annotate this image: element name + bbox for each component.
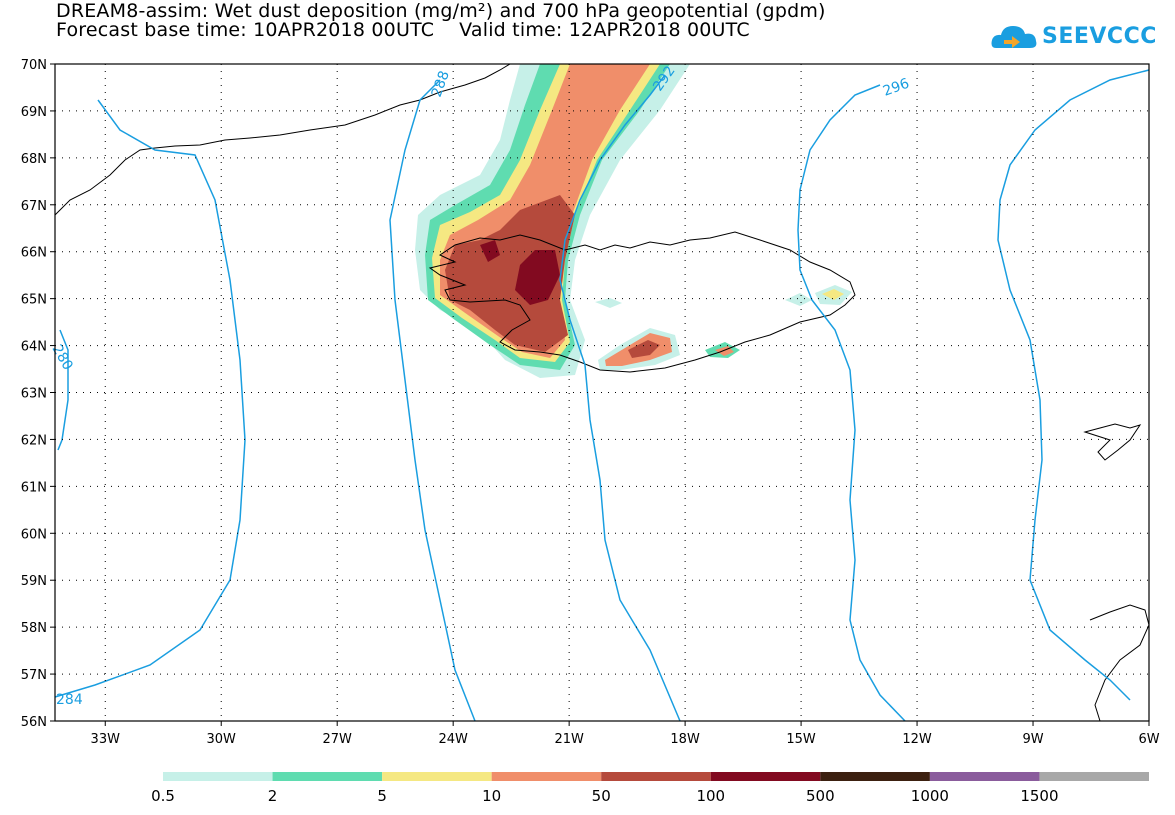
legend-swatch <box>272 772 383 781</box>
lat-label: 56N <box>21 715 47 730</box>
legend-swatch <box>710 772 821 781</box>
legend-label: 0.5 <box>151 787 175 805</box>
seevccc-logo: SEEVCCC <box>990 20 1156 56</box>
lon-label: 27W <box>322 732 352 747</box>
lat-label: 62N <box>21 433 47 448</box>
legend-label: 50 <box>592 787 611 805</box>
lat-label: 57N <box>21 668 47 683</box>
legend-label: 100 <box>696 787 725 805</box>
lat-label: 59N <box>21 574 47 589</box>
lat-label: 67N <box>21 199 47 214</box>
lat-label: 69N <box>21 105 47 120</box>
longitude-labels: 33W 30W 27W 24W 21W 18W 15W 12W 9W 6W <box>91 721 1160 747</box>
lat-label: 64N <box>21 340 47 355</box>
lat-label: 66N <box>21 246 47 261</box>
legend-label: 1500 <box>1020 787 1058 805</box>
lat-label: 70N <box>21 58 47 73</box>
legend-label: 500 <box>806 787 835 805</box>
legend-swatch <box>820 772 930 781</box>
lat-label: 61N <box>21 480 47 495</box>
map-subtitle: Forecast base time: 10APR2018 00UTC Vali… <box>56 19 750 41</box>
map-title: DREAM8-assim: Wet dust deposition (mg/m²… <box>56 0 826 22</box>
legend-swatch <box>491 772 602 781</box>
legend-swatch <box>929 772 1040 781</box>
coastlines <box>54 63 1150 722</box>
legend-label: 1000 <box>911 787 949 805</box>
contour-label-284: 284 <box>56 692 83 708</box>
lat-label: 68N <box>21 152 47 167</box>
map-frame <box>54 63 1150 722</box>
lon-label: 6W <box>1138 732 1159 747</box>
legend-swatch <box>163 772 273 781</box>
lat-label: 65N <box>21 293 47 308</box>
lon-label: 9W <box>1022 732 1043 747</box>
dust-deposition-field <box>415 64 852 378</box>
legend-swatch <box>1039 772 1149 781</box>
lat-label: 63N <box>21 387 47 402</box>
cloud-icon <box>991 26 1037 48</box>
logo-text: SEEVCCC <box>1042 24 1157 49</box>
lon-label: 30W <box>207 732 237 747</box>
legend-label: 2 <box>268 787 278 805</box>
latitude-labels: 70N 69N 68N 67N 66N 65N 64N 63N 62N 61N 60N 59N 58N 5… <box>21 58 55 730</box>
lat-label: 58N <box>21 621 47 636</box>
color-legend: 0.5 2 5 10 50 100 500 1000 1500 <box>151 772 1149 805</box>
lon-label: 12W <box>902 732 932 747</box>
legend-swatch <box>382 772 492 781</box>
lon-label: 15W <box>786 732 816 747</box>
lon-label: 18W <box>670 732 700 747</box>
lat-label: 60N <box>21 527 47 542</box>
legend-swatch <box>601 772 711 781</box>
geopotential-contours <box>54 69 1150 722</box>
lon-label: 33W <box>91 732 121 747</box>
legend-label: 10 <box>482 787 501 805</box>
lon-label: 21W <box>554 732 584 747</box>
map-gridlines <box>55 64 1149 721</box>
legend-label: 5 <box>377 787 387 805</box>
lon-label: 24W <box>438 732 468 747</box>
